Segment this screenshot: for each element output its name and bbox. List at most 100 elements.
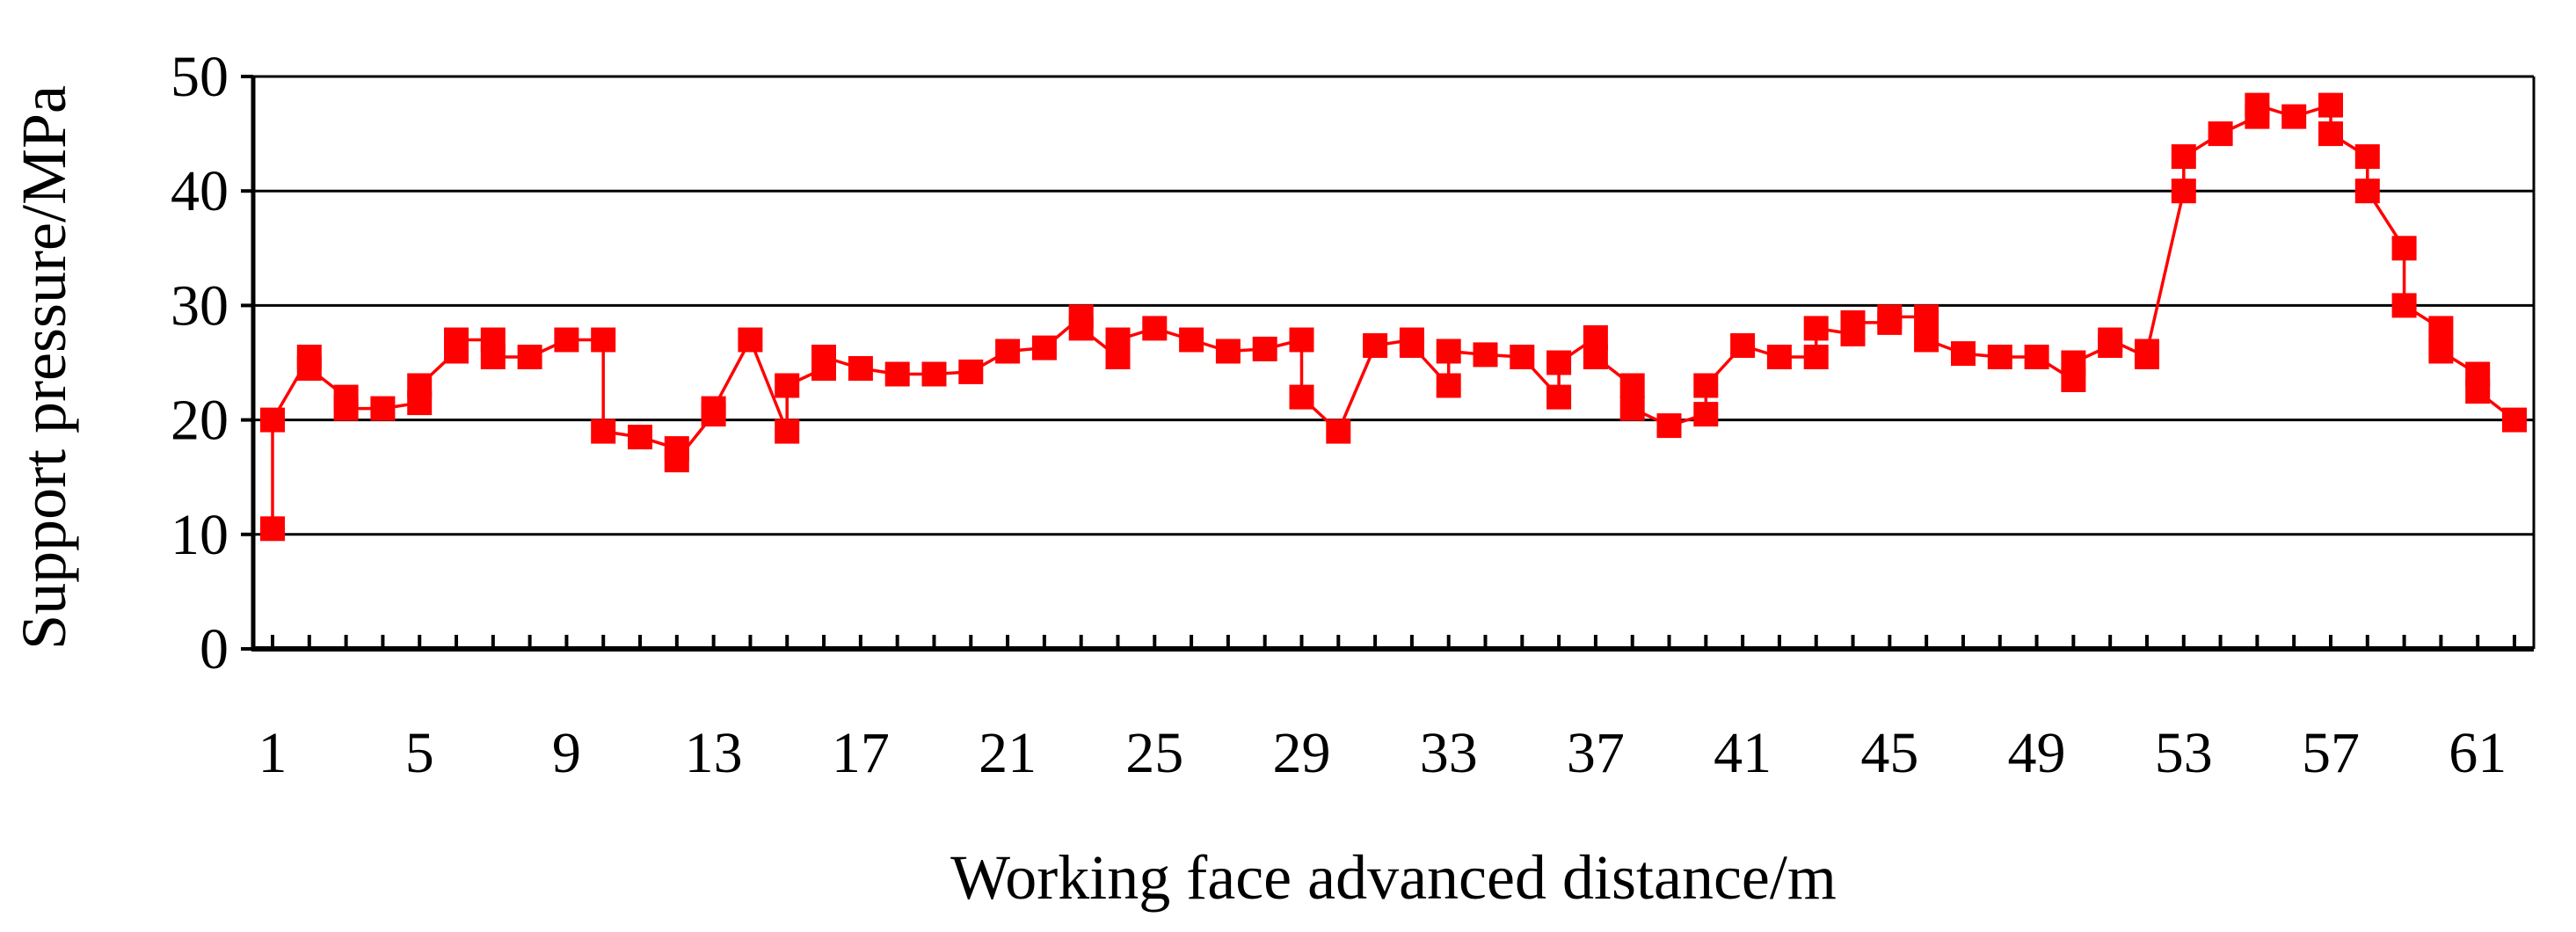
data-point <box>2428 339 2454 364</box>
data-point <box>1289 327 1314 353</box>
data-point <box>1031 335 1057 360</box>
data-point <box>2465 379 2491 404</box>
data-point <box>884 361 910 387</box>
data-point <box>738 327 763 353</box>
data-point <box>848 356 873 381</box>
data-point <box>1840 309 1866 335</box>
data-point <box>2428 316 2454 341</box>
y-tick-label: 0 <box>200 617 229 681</box>
x-tick-label: 53 <box>2155 721 2213 785</box>
data-point <box>1068 316 1094 341</box>
data-point <box>628 425 652 450</box>
x-tick-label: 21 <box>979 721 1037 785</box>
data-point <box>2318 121 2343 147</box>
y-tick-label: 50 <box>171 45 229 109</box>
data-point <box>554 327 579 353</box>
data-point <box>1289 384 1314 410</box>
data-point <box>1914 327 1939 353</box>
data-point <box>591 419 616 444</box>
data-point <box>1399 333 1424 358</box>
data-point <box>1619 373 1645 398</box>
data-point <box>1436 373 1461 398</box>
data-point <box>1252 336 1277 361</box>
axes <box>241 75 2536 652</box>
data-point <box>775 373 800 398</box>
x-tick-label: 13 <box>685 721 743 785</box>
y-tick-label: 40 <box>171 159 229 223</box>
data-point <box>2024 345 2049 369</box>
data-point <box>444 327 469 353</box>
data-point <box>1914 304 1939 330</box>
y-tick-label: 20 <box>171 389 229 453</box>
data-point <box>2318 92 2343 118</box>
data-point <box>1436 339 1461 364</box>
data-point <box>2502 407 2527 433</box>
x-tick-label: 33 <box>1420 721 1478 785</box>
data-point <box>1546 350 1572 375</box>
data-point <box>1215 339 1241 364</box>
data-point <box>921 361 947 387</box>
x-tick-label: 29 <box>1272 721 1330 785</box>
data-point <box>1583 345 1608 369</box>
data-point <box>1987 345 2012 369</box>
data-point <box>370 396 396 421</box>
data-point <box>2135 339 2159 364</box>
data-point <box>1363 333 1388 358</box>
data-point <box>2171 178 2196 204</box>
data-point <box>1951 341 1976 367</box>
x-tick-label: 5 <box>405 721 434 785</box>
data-point <box>1877 304 1903 330</box>
x-tick-label: 37 <box>1567 721 1625 785</box>
data-point <box>1803 345 1829 369</box>
y-tick-label: 30 <box>171 273 229 338</box>
x-tick-label: 57 <box>2302 721 2360 785</box>
data-point <box>260 516 285 542</box>
data-point <box>333 396 359 421</box>
data-point <box>1510 345 1535 369</box>
x-tick-label: 9 <box>552 721 581 785</box>
data-point <box>664 448 689 473</box>
data-point <box>2391 236 2417 261</box>
series-1 <box>260 92 2527 542</box>
data-point <box>1546 384 1572 410</box>
x-tick-label: 17 <box>832 721 890 785</box>
x-tick-label: 25 <box>1125 721 1183 785</box>
data-point <box>1179 327 1204 353</box>
data-point <box>811 345 836 369</box>
data-point <box>407 373 433 398</box>
data-point <box>2208 121 2233 147</box>
data-point <box>1105 327 1131 353</box>
data-point <box>2391 293 2417 318</box>
x-axis-title: Working face advanced distance/m <box>950 842 1837 913</box>
data-point <box>260 407 285 433</box>
data-point <box>591 327 616 353</box>
data-point <box>2061 350 2086 375</box>
data-point <box>1730 333 1756 358</box>
data-point <box>480 345 506 369</box>
data-point <box>2171 144 2196 170</box>
data-point <box>1326 419 1351 444</box>
data-point <box>2281 104 2307 129</box>
y-axis-title: Support pressure/MPa <box>9 85 79 650</box>
data-point <box>1693 402 1719 427</box>
data-point <box>701 396 726 421</box>
data-point <box>2098 327 2123 353</box>
data-point <box>958 359 984 384</box>
data-point <box>2245 92 2270 118</box>
data-point <box>1766 345 1792 369</box>
data-point <box>1619 396 1645 421</box>
data-point <box>775 419 800 444</box>
x-tick-label: 45 <box>1860 721 1918 785</box>
data-point <box>1803 316 1829 341</box>
x-tick-label: 61 <box>2449 721 2507 785</box>
data-point <box>2354 178 2380 204</box>
data-point <box>2354 144 2380 170</box>
data-point <box>1656 413 1682 439</box>
tick-labels: 0 10 20 30 40 50 1 5 9 13 17 21 25 29 33 37 41 45 49 53 57 61 <box>171 45 2507 785</box>
data-point <box>517 345 542 369</box>
x-tick-label: 41 <box>1714 721 1772 785</box>
data-point <box>1693 373 1719 398</box>
y-tick-label: 10 <box>171 503 229 567</box>
